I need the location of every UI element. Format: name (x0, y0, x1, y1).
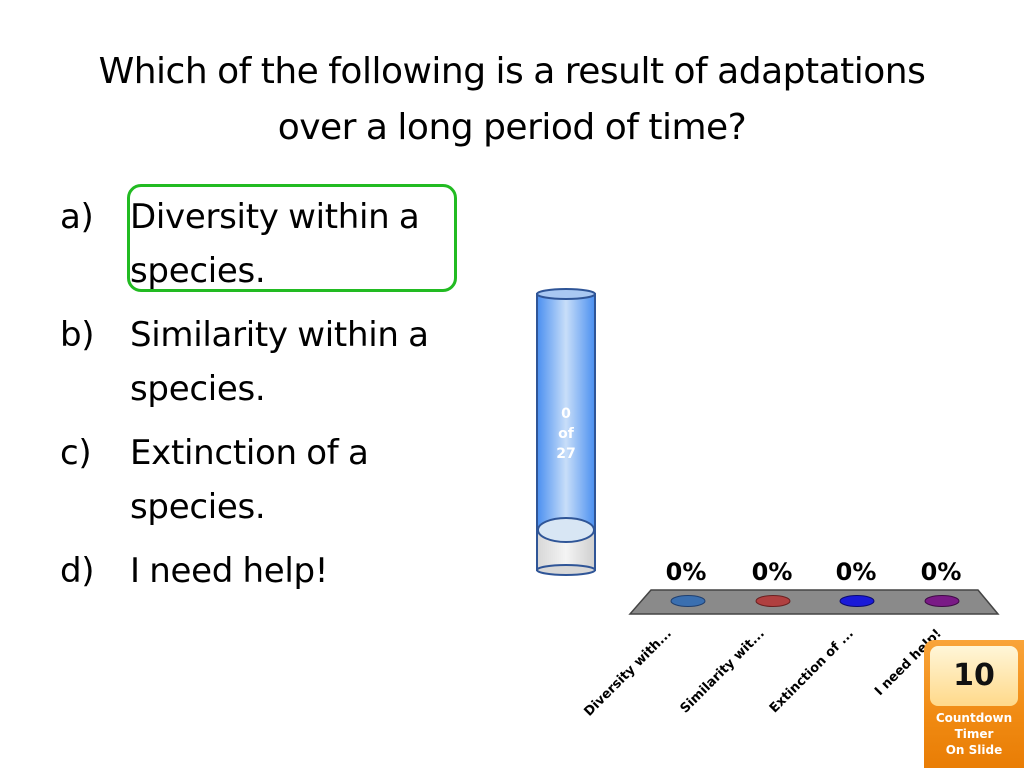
bar-base (755, 595, 791, 607)
answer-text-line-1: Extinction of a (130, 433, 369, 473)
answer-letter: a) (60, 197, 94, 237)
counter-tube-bottom (536, 564, 596, 576)
percent-label: 0% (666, 558, 707, 586)
answer-text-line-2: species. (130, 487, 266, 527)
bar-base (670, 595, 706, 607)
answer-option-a[interactable]: a) Diversity within a species. (60, 190, 480, 298)
percent-label: 0% (921, 558, 962, 586)
timer-caption-line-1: Countdown (935, 711, 1013, 725)
answer-text-line-1: Similarity within a (130, 315, 429, 355)
percent-label: 0% (752, 558, 793, 586)
answer-letter: b) (60, 315, 95, 355)
counter-of: of (558, 426, 575, 442)
counter-tube-top (536, 288, 596, 300)
bar-base (839, 595, 875, 607)
question-line-2: over a long period of time? (277, 107, 747, 148)
question-title: Which of the following is a result of ad… (40, 44, 984, 156)
category-label: Similarity wit... (678, 626, 768, 716)
timer-caption: Countdown Timer On Slide (930, 710, 1018, 758)
answer-letter: d) (60, 551, 95, 591)
counter-responses: 0 (561, 406, 571, 422)
counter-fill-top (537, 517, 595, 543)
bar-base (924, 595, 960, 607)
category-label: Extinction of ... (767, 626, 857, 716)
correct-answer-highlight (127, 184, 457, 292)
timer-caption-line-3: On Slide (945, 743, 1003, 757)
chart-platform (628, 589, 1000, 615)
answer-list: a) Diversity within a species. b) Simila… (60, 190, 480, 608)
answer-option-c[interactable]: c) Extinction of a species. (60, 426, 480, 534)
answer-option-d[interactable]: d) I need help! (60, 544, 480, 598)
answer-letter: c) (60, 433, 92, 473)
countdown-timer[interactable]: 10 Countdown Timer On Slide (924, 640, 1024, 768)
timer-caption-line-2: Timer (954, 727, 994, 741)
answer-text-line-1: Diversity within a (130, 197, 420, 237)
category-label: Diversity with... (581, 626, 674, 719)
response-counter: 0 of 27 (536, 288, 596, 576)
answer-option-b[interactable]: b) Similarity within a species. (60, 308, 480, 416)
counter-total: 27 (556, 446, 575, 462)
results-chart: 0% 0% 0% 0% Diversity with... Similarity… (581, 558, 1000, 720)
percent-label: 0% (836, 558, 877, 586)
answer-text-line-2: species. (130, 251, 266, 291)
question-line-1: Which of the following is a result of ad… (98, 51, 926, 92)
answer-text-line-2: species. (130, 369, 266, 409)
answer-text-line-1: I need help! (130, 551, 329, 591)
timer-seconds: 10 (930, 646, 1018, 706)
